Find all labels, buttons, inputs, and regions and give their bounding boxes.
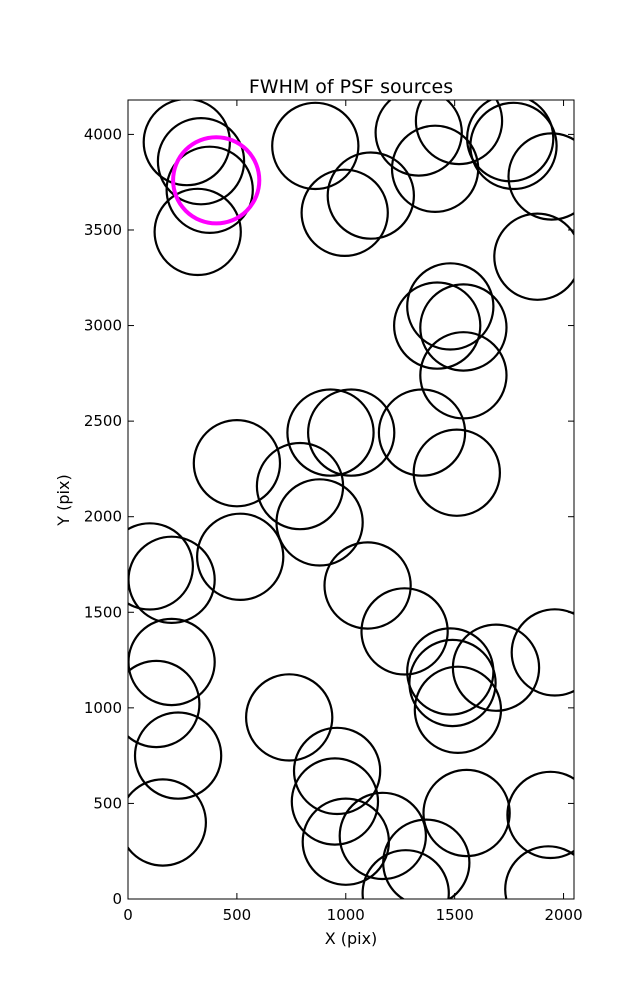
y-tick-label: 1500 [84, 603, 122, 621]
y-axis-label: Y (pix) [54, 474, 73, 526]
source-circle [275, 478, 364, 567]
source-circle [361, 849, 450, 899]
source-circle [300, 168, 389, 258]
source-circle [419, 283, 508, 372]
source-circle [338, 791, 427, 881]
source-circle [156, 116, 246, 206]
source-circle [128, 778, 207, 867]
source-circle [466, 100, 555, 183]
x-axis: 0 500 1000 1500 2000 [123, 100, 583, 924]
highlighted-source-circle [171, 135, 262, 226]
y-tick-label: 2000 [84, 508, 122, 526]
source-circle [510, 608, 574, 697]
source-circle [133, 711, 223, 800]
source-circle [271, 101, 360, 191]
source-circle [290, 757, 380, 846]
source-circle [504, 845, 574, 899]
source-circle [165, 145, 254, 235]
y-tick-label: 1000 [84, 699, 122, 717]
x-tick-label: 0 [123, 906, 133, 924]
source-circle [408, 638, 497, 728]
source-circle [393, 281, 482, 370]
source-circle [196, 512, 285, 602]
y-tick-label: 3000 [84, 317, 122, 335]
y-tick-label: 4000 [84, 125, 122, 143]
source-circle [292, 726, 382, 816]
source-circle [493, 212, 574, 301]
source-circle [382, 818, 471, 899]
source-circle [360, 587, 449, 676]
source-circle [142, 100, 231, 187]
source-circle [323, 541, 412, 630]
y-tick-label: 2500 [84, 412, 122, 430]
y-axis: 0 500 1000 1500 2000 2500 3000 3500 4000 [84, 125, 574, 908]
source-circle [192, 419, 282, 508]
source-circle [507, 132, 574, 221]
source-circle [374, 100, 463, 177]
source-circle [451, 623, 541, 712]
x-axis-label: X (pix) [325, 929, 378, 948]
source-circle [469, 101, 558, 191]
source-circle [245, 673, 334, 762]
source-circle [286, 388, 375, 477]
y-tick-label: 0 [112, 890, 122, 908]
source-circle [377, 388, 467, 477]
plot-frame [127, 99, 575, 900]
source-circle [412, 428, 501, 517]
source-circle [406, 262, 495, 351]
source-circle [326, 151, 415, 240]
x-tick-label: 1000 [327, 906, 365, 924]
source-circle [506, 770, 574, 860]
x-tick-label: 1500 [436, 906, 474, 924]
source-circle [153, 187, 242, 277]
source-circle [414, 100, 504, 166]
x-tick-label: 2000 [544, 906, 582, 924]
y-tick-label: 500 [93, 794, 122, 812]
source-circle [422, 768, 511, 858]
source-circle [128, 659, 201, 749]
source-circle [128, 522, 194, 611]
chart-title: FWHM of PSF sources [249, 76, 453, 98]
source-circle [390, 124, 480, 214]
y-tick-label: 3500 [84, 221, 122, 239]
source-circle [307, 388, 396, 477]
x-tick-label: 500 [223, 906, 252, 924]
